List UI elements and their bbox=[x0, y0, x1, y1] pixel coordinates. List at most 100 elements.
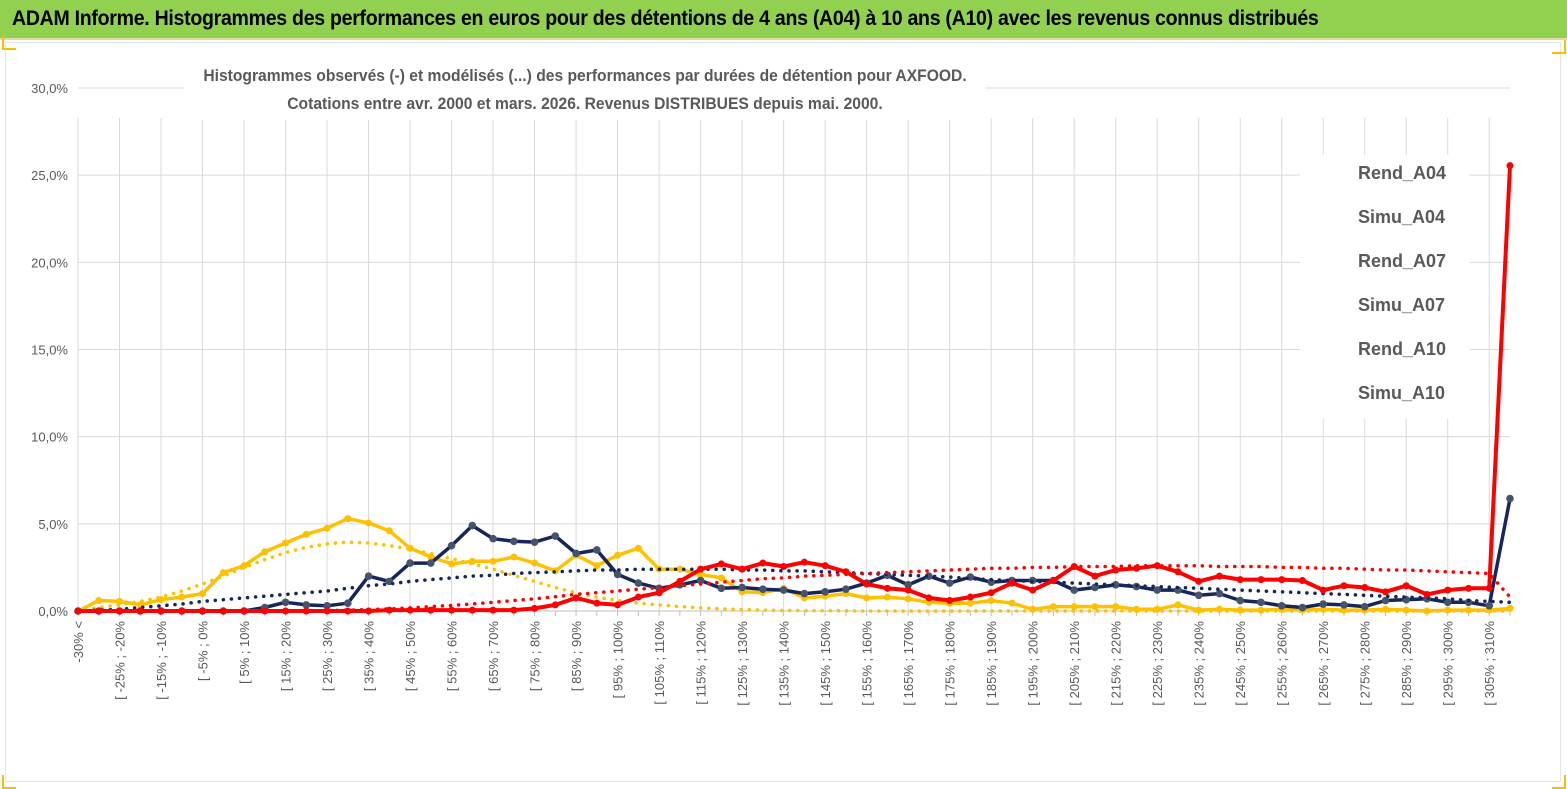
data-point-rend-a04 bbox=[1049, 603, 1057, 611]
y-axis: 0,0% 5,0% 10,0% 15,0% 20,0% 25,0% 30,0% bbox=[31, 81, 68, 619]
data-point-rend-a07 bbox=[1257, 598, 1265, 607]
data-point-rend-a10 bbox=[1340, 582, 1348, 590]
data-point-rend-a10 bbox=[572, 594, 580, 602]
data-point-rend-a04 bbox=[365, 519, 373, 527]
data-point-rend-a04 bbox=[531, 559, 539, 567]
x-axis: -30% < [ -25% ; -20% [ -15% ; -10% [ -5% ; … bbox=[71, 610, 1511, 706]
data-point-rend-a10 bbox=[282, 607, 290, 615]
data-point-rend-a04 bbox=[717, 574, 725, 582]
data-point-rend-a07 bbox=[821, 588, 829, 596]
data-point-rend-a07 bbox=[1298, 603, 1307, 612]
data-point-rend-a07 bbox=[1381, 596, 1390, 605]
data-point-rend-a07 bbox=[945, 579, 954, 587]
data-point-rend-a10 bbox=[966, 593, 974, 601]
legend-label-simu-a10: Simu_A10 bbox=[1358, 383, 1446, 403]
data-point-rend-a10 bbox=[551, 601, 559, 609]
legend-label-simu-a04: Simu_A04 bbox=[1358, 207, 1446, 227]
data-point-rend-a10 bbox=[157, 607, 165, 615]
data-point-rend-a04 bbox=[219, 569, 227, 577]
data-point-rend-a04 bbox=[1195, 606, 1203, 614]
data-point-rend-a10 bbox=[448, 606, 456, 614]
series-layer bbox=[74, 162, 1514, 615]
legend-label-rend-a07: Rend_A07 bbox=[1358, 251, 1447, 271]
x-tick-label: [ 55% ; 60% bbox=[445, 621, 460, 692]
data-point-rend-a10 bbox=[1464, 584, 1472, 592]
x-tick-label: [ 135% ; 140% bbox=[777, 621, 792, 706]
data-point-rend-a10 bbox=[780, 563, 788, 571]
data-point-rend-a10 bbox=[883, 584, 891, 592]
series-line-rend-a07 bbox=[78, 498, 1512, 613]
legend-item-rend-a04: Rend_A04 bbox=[1300, 155, 1470, 199]
x-tick-label: [ 255% ; 260% bbox=[1275, 621, 1290, 706]
x-tick-label: [ 195% ; 200% bbox=[1026, 621, 1041, 706]
data-point-rend-a04 bbox=[1070, 603, 1078, 611]
data-point-rend-a07 bbox=[1443, 598, 1452, 607]
legend-item-simu-a04: Simu_A04 bbox=[1300, 199, 1470, 243]
data-point-rend-a07 bbox=[281, 598, 290, 607]
data-point-rend-a07 bbox=[302, 601, 311, 609]
y-tick-label: 5,0% bbox=[38, 517, 68, 532]
series-simu-a04 bbox=[76, 540, 1512, 613]
data-point-rend-a07 bbox=[530, 538, 539, 546]
data-point-rend-a04 bbox=[385, 527, 393, 535]
data-point-rend-a04 bbox=[1506, 604, 1514, 612]
data-point-rend-a07 bbox=[593, 546, 601, 554]
y-tick-label: 0,0% bbox=[38, 604, 68, 619]
data-point-rend-a10 bbox=[676, 577, 684, 585]
data-point-rend-a10 bbox=[946, 597, 954, 605]
x-tick-label: [ 175% ; 180% bbox=[943, 621, 958, 706]
data-point-rend-a07 bbox=[1319, 600, 1328, 608]
data-point-rend-a04 bbox=[1381, 605, 1389, 613]
data-point-rend-a10 bbox=[199, 607, 207, 615]
data-point-rend-a07 bbox=[468, 521, 477, 530]
x-tick-label: [ 125% ; 130% bbox=[735, 621, 750, 706]
data-point-rend-a04 bbox=[1340, 606, 1348, 614]
x-tick-label: [ 305% ; 310% bbox=[1482, 621, 1497, 706]
x-tick-label: [ -25% ; -20% bbox=[113, 621, 128, 700]
x-tick-label: [ 85% ; 90% bbox=[569, 621, 584, 692]
data-point-rend-a10 bbox=[468, 606, 476, 614]
report-title: ADAM Informe. Histogrammes des performan… bbox=[12, 7, 1319, 30]
data-point-rend-a07 bbox=[904, 581, 912, 589]
data-point-rend-a10 bbox=[1049, 576, 1057, 584]
x-tick-label: [ -5% ; 0% bbox=[196, 621, 211, 681]
data-point-rend-a04 bbox=[282, 539, 290, 547]
data-point-rend-a10 bbox=[1506, 162, 1514, 170]
legend-item-rend-a07: Rend_A07 bbox=[1300, 243, 1470, 287]
data-point-rend-a07 bbox=[406, 559, 414, 567]
data-point-rend-a10 bbox=[1195, 577, 1203, 585]
data-point-rend-a04 bbox=[676, 565, 684, 573]
data-point-rend-a07 bbox=[1360, 602, 1369, 611]
data-point-rend-a04 bbox=[863, 594, 871, 602]
data-point-rend-a04 bbox=[344, 515, 352, 523]
data-point-rend-a04 bbox=[1112, 603, 1120, 611]
data-point-rend-a04 bbox=[883, 593, 891, 601]
data-point-rend-a04 bbox=[448, 560, 456, 568]
frame-corner-bottom-left bbox=[2, 775, 16, 789]
data-point-rend-a10 bbox=[904, 586, 912, 594]
data-point-rend-a10 bbox=[1257, 576, 1265, 584]
x-tick-label: [ 5% ; 10% bbox=[237, 621, 252, 684]
data-point-rend-a04 bbox=[1423, 607, 1431, 615]
data-point-rend-a10 bbox=[717, 560, 725, 568]
x-tick-label: [ 15% ; 20% bbox=[279, 621, 294, 692]
data-point-rend-a07 bbox=[343, 599, 352, 607]
data-point-rend-a10 bbox=[1008, 579, 1016, 587]
legend-label-simu-a07: Simu_A07 bbox=[1358, 295, 1446, 315]
legend-item-simu-a10: Simu_A10 bbox=[1300, 375, 1470, 419]
data-point-rend-a10 bbox=[1112, 566, 1120, 574]
data-point-rend-a04 bbox=[966, 599, 974, 607]
series-rend-a07 bbox=[74, 494, 1514, 615]
data-point-rend-a04 bbox=[489, 557, 497, 565]
data-point-rend-a04 bbox=[1091, 603, 1099, 611]
data-point-rend-a10 bbox=[95, 607, 103, 615]
legend: Rend_A04 Simu_A04 Rend_A07 Simu_A07 Rend… bbox=[1300, 155, 1470, 419]
data-point-rend-a10 bbox=[1029, 586, 1037, 594]
x-tick-label: [ 215% ; 220% bbox=[1109, 621, 1124, 706]
data-point-rend-a10 bbox=[1215, 572, 1223, 580]
x-tick-label: [ 155% ; 160% bbox=[860, 621, 875, 706]
y-tick-label: 25,0% bbox=[31, 168, 68, 183]
x-tick-label: [ 75% ; 80% bbox=[528, 621, 543, 692]
x-tick-label: [ 185% ; 190% bbox=[984, 621, 999, 706]
data-point-rend-a07 bbox=[572, 549, 580, 558]
